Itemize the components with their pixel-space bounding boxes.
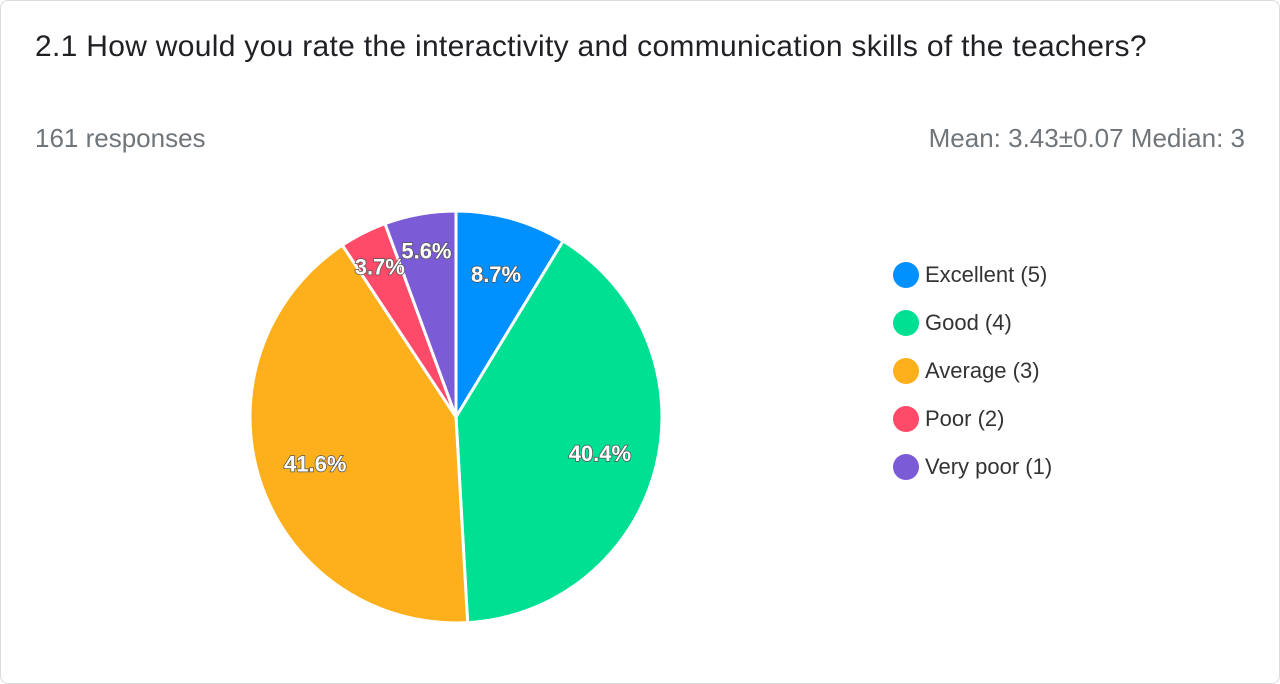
- pie-slice-label-4: 5.6%: [401, 239, 451, 264]
- legend-label-1: Good (4): [925, 310, 1012, 335]
- pie-slice-label-1: 40.4%: [569, 441, 631, 466]
- legend-item-0[interactable]: Excellent (5): [893, 251, 1052, 299]
- legend-swatch-3: [893, 406, 919, 432]
- pie-slice-4[interactable]: [383, 209, 458, 418]
- legend-item-3[interactable]: Poor (2): [893, 395, 1052, 443]
- legend-swatch-1: [893, 310, 919, 336]
- legend-swatch-2: [893, 358, 919, 384]
- summary-stats: Mean: 3.43±0.07 Median: 3: [928, 123, 1245, 153]
- legend-swatch-4: [893, 454, 919, 480]
- legend-label-0: Excellent (5): [925, 262, 1048, 287]
- legend-label-3: Poor (2): [925, 406, 1005, 431]
- question-title: 2.1 How would you rate the interactivity…: [35, 30, 1147, 63]
- pie-slice-1[interactable]: [454, 238, 664, 625]
- pie-slice-2[interactable]: [248, 243, 470, 625]
- chart-legend: Excellent (5) Good (4) Average (3) Poor (2)…: [893, 251, 1052, 491]
- pie-slice-label-0: 8.7%: [471, 262, 521, 287]
- legend-item-1[interactable]: Good (4): [893, 299, 1052, 347]
- legend-item-4[interactable]: Very poor (1): [893, 443, 1052, 491]
- legend-label-4: Very poor (1): [925, 454, 1053, 479]
- pie-slice-label-2: 41.6%: [284, 452, 346, 477]
- legend-swatch-0: [893, 262, 919, 288]
- response-count: 161 responses: [35, 123, 206, 153]
- legend-label-2: Average (3): [925, 358, 1040, 383]
- pie-slice-label-3: 3.7%: [355, 254, 405, 279]
- legend-item-2[interactable]: Average (3): [893, 347, 1052, 395]
- pie-slice-0[interactable]: [454, 209, 566, 423]
